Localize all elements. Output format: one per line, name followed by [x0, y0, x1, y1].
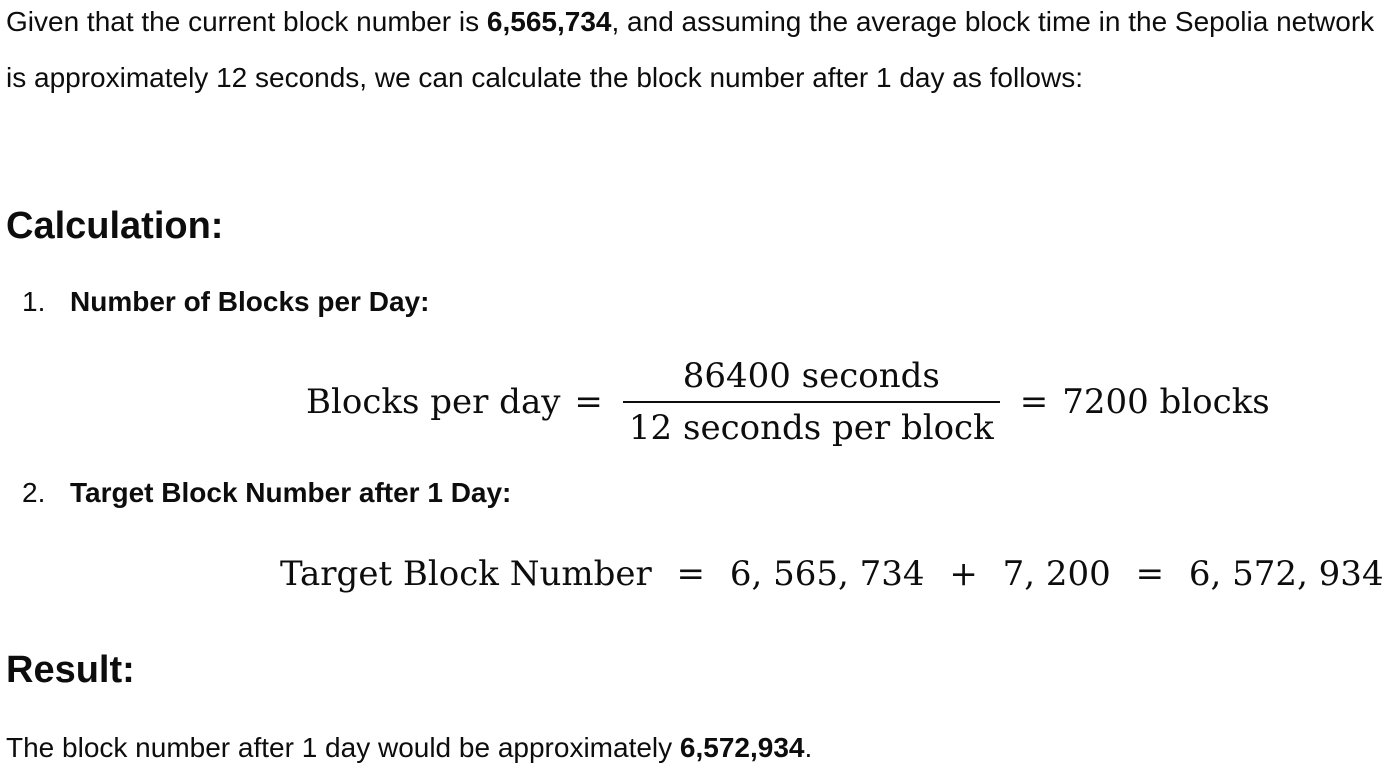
equation-rhs: 6, 572, 934 — [1188, 554, 1384, 594]
blocks-per-day-equation: Blocks per day = 86400 seconds 12 second… — [306, 352, 1270, 452]
target-block-equation: Target Block Number = 6, 565, 734 + 7, 2… — [280, 550, 1384, 598]
equation-term-increment: 7, 200 — [1002, 554, 1111, 594]
list-item-title: Target Block Number after 1 Day: — [70, 477, 512, 508]
list-number: 1. — [22, 286, 46, 317]
result-value: 6,572,934 — [679, 732, 805, 763]
result-paragraph: The block number after 1 day would be ap… — [6, 720, 1378, 776]
list-item-title: Number of Blocks per Day: — [70, 286, 430, 317]
equation-lhs: Target Block Number — [280, 554, 652, 594]
equals-sign: = — [1019, 382, 1049, 422]
equals-sign: = — [676, 554, 706, 594]
intro-paragraph: Given that the current block number is 6… — [6, 0, 1378, 106]
list-item-target-block: 2. Target Block Number after 1 Day: — [22, 473, 511, 513]
fraction-numerator: 86400 seconds — [682, 356, 940, 397]
result-text-after: . — [804, 732, 813, 763]
equation-term-current: 6, 565, 734 — [729, 554, 925, 594]
fraction: 86400 seconds 12 seconds per block — [622, 355, 1000, 449]
plus-sign: + — [949, 554, 978, 594]
list-number: 2. — [22, 477, 46, 508]
current-block-number: 6,565,734 — [486, 6, 612, 37]
result-text-before: The block number after 1 day would be ap… — [6, 732, 680, 763]
fraction-denominator: 12 seconds per block — [628, 407, 994, 448]
result-heading: Result: — [6, 649, 135, 691]
intro-text-after: , and assuming the average block time in… — [6, 6, 1375, 93]
calculation-heading: Calculation: — [6, 205, 224, 247]
equals-sign: = — [574, 382, 603, 422]
intro-text-before: Given that the current block number is — [6, 6, 487, 37]
fraction-bar — [622, 401, 1000, 403]
equation-rhs: 7200 blocks — [1062, 382, 1270, 422]
list-item-blocks-per-day: 1. Number of Blocks per Day: — [22, 282, 429, 322]
equals-sign: = — [1135, 554, 1165, 594]
equation-lhs: Blocks per day — [306, 382, 561, 422]
